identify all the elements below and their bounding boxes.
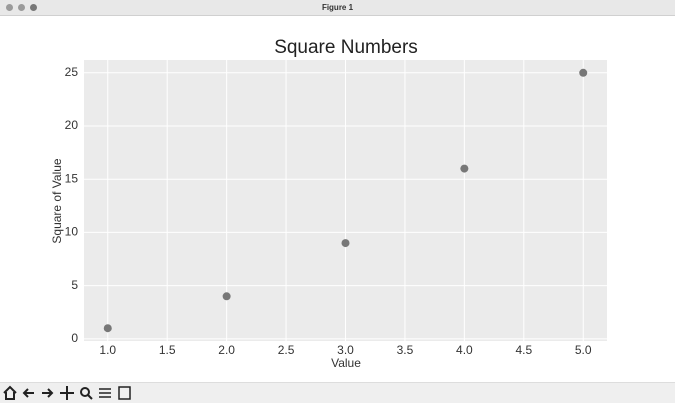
- point: [460, 164, 469, 173]
- y-tick-label: 5: [71, 278, 78, 292]
- configure-button[interactable]: [99, 388, 111, 398]
- y-tick-label: 20: [65, 118, 79, 132]
- x-tick-label: 4.5: [515, 343, 532, 357]
- y-axis-label: Square of Value: [50, 158, 64, 243]
- x-tick-label: 2.0: [218, 343, 235, 357]
- title-bar: Figure 1: [0, 0, 675, 16]
- x-tick-label: 1.5: [159, 343, 176, 357]
- toolbar: [0, 382, 675, 403]
- zoom-tool[interactable]: [80, 387, 93, 400]
- zoom-button[interactable]: [30, 4, 37, 11]
- chart-title: Square Numbers: [274, 37, 418, 58]
- minimize-button[interactable]: [18, 4, 25, 11]
- y-tick-label: 0: [71, 331, 78, 345]
- x-tick-label: 3.5: [397, 343, 414, 357]
- point: [341, 239, 350, 248]
- x-axis-label: Value: [331, 356, 361, 370]
- close-button[interactable]: [6, 4, 13, 11]
- point: [579, 68, 588, 77]
- pan-button[interactable]: [60, 386, 74, 400]
- x-tick-label: 3.0: [337, 343, 354, 357]
- back-button[interactable]: [22, 388, 34, 398]
- point: [103, 324, 112, 333]
- window-title: Figure 1: [321, 3, 354, 12]
- x-tick-label: 2.5: [278, 343, 295, 357]
- home-button[interactable]: [3, 385, 17, 400]
- y-tick-label: 10: [65, 225, 79, 239]
- x-tick-label: 1.0: [99, 343, 116, 357]
- x-tick-label: 5.0: [575, 343, 592, 357]
- y-tick-label: 25: [65, 65, 79, 79]
- y-tick-label: 15: [65, 171, 79, 185]
- chart: Square Numbers Value Square of Value 1.0…: [50, 37, 607, 370]
- forward-button[interactable]: [42, 388, 54, 398]
- save-button[interactable]: [118, 386, 131, 400]
- x-tick-label: 4.0: [456, 343, 473, 357]
- point: [222, 292, 231, 301]
